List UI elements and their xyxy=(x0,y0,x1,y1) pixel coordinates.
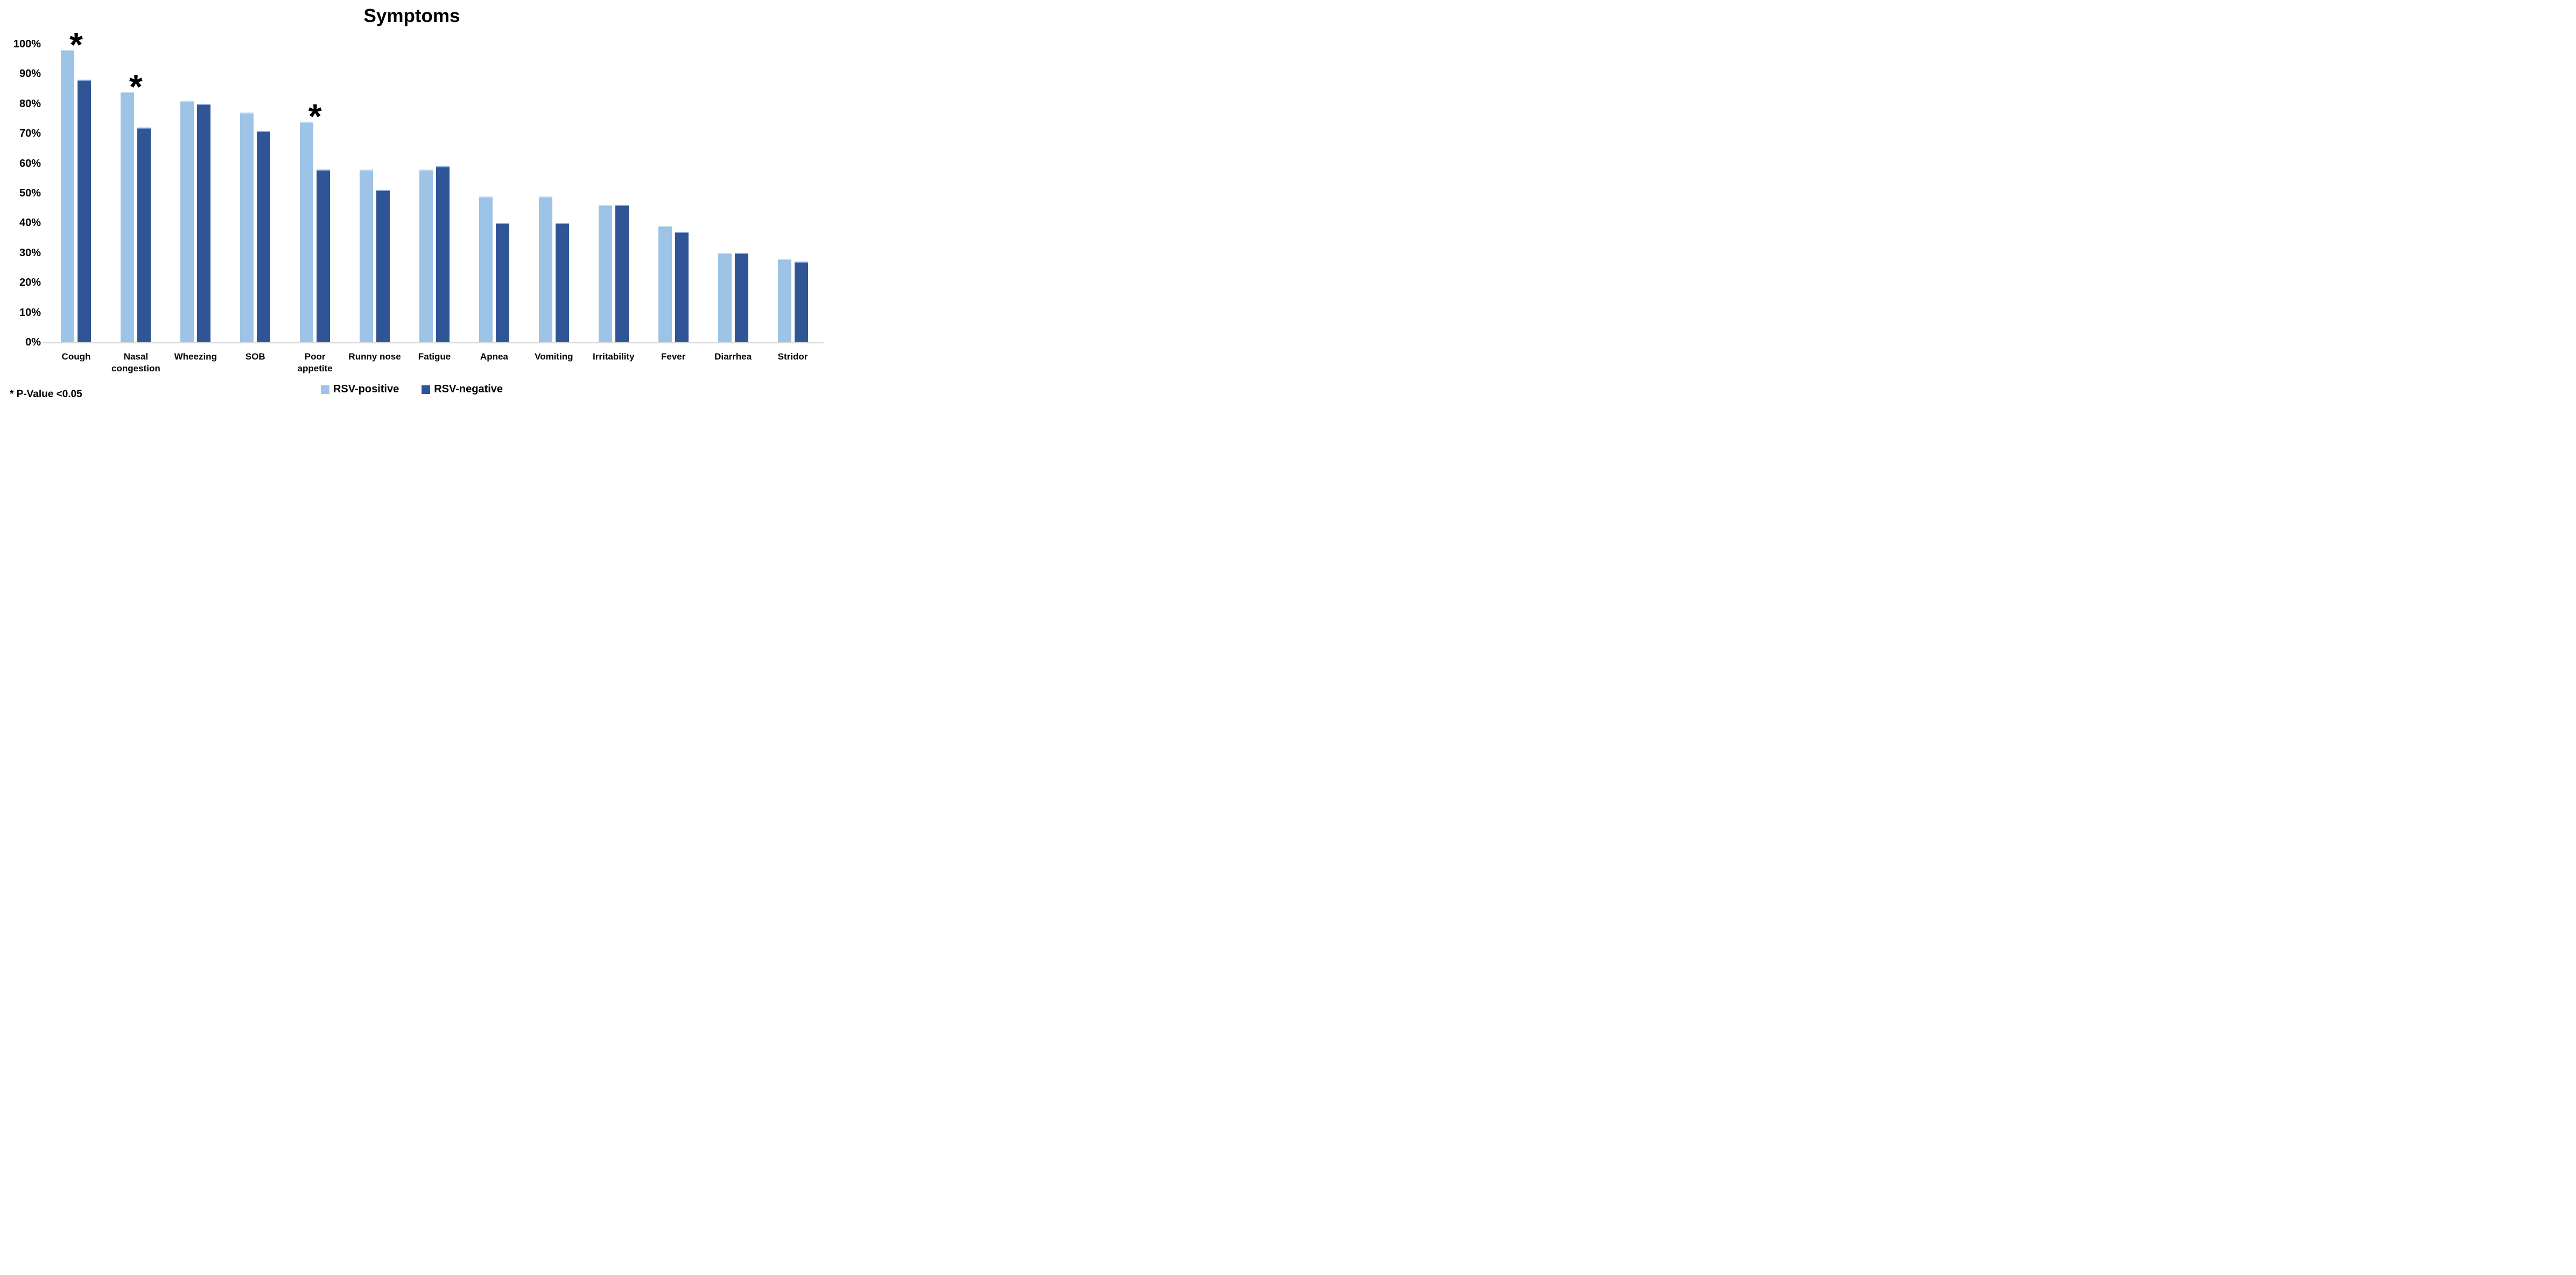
bar-rsv-negative xyxy=(257,130,271,342)
legend-item-rsv-positive: RSV-positive xyxy=(320,383,399,396)
bar-rsv-positive xyxy=(598,205,612,342)
bar-rsv-negative xyxy=(436,166,450,342)
category-label: Poor appetite xyxy=(297,351,333,374)
bar-rsv-negative xyxy=(734,252,748,342)
category-label: Fever xyxy=(661,351,686,362)
legend-swatch-rsv-negative-icon xyxy=(422,385,431,394)
category-label: Fatigue xyxy=(418,351,451,362)
chart-canvas: Symptoms 100% 90% 80% 70% 60% 50% 40% 30% 20% 10%… xyxy=(0,0,824,407)
bar-rsv-positive xyxy=(419,169,433,342)
y-axis: 100% 90% 80% 70% 60% 50% 40% 30% 20% 10% 0% xyxy=(0,0,41,407)
bar-group: * xyxy=(46,27,106,342)
bar-rsv-negative xyxy=(675,232,689,342)
bar-rsv-positive xyxy=(61,50,75,342)
bar-rsv-negative xyxy=(794,262,808,342)
bar-group xyxy=(643,44,703,342)
legend-label-rsv-negative: RSV-negative xyxy=(434,383,503,395)
significance-asterisk: * xyxy=(69,25,83,65)
plot-area: * * * xyxy=(46,27,823,342)
chart-title: Symptoms xyxy=(363,5,460,26)
legend-item-rsv-negative: RSV-negative xyxy=(422,383,503,396)
bar-group: * xyxy=(285,44,345,342)
y-tick-label: 40% xyxy=(19,217,41,229)
bar-group xyxy=(405,44,465,342)
y-tick-label: 0% xyxy=(25,336,41,348)
category-label: Wheezing xyxy=(174,351,217,362)
bar-rsv-negative xyxy=(555,223,569,342)
bar-group xyxy=(345,44,405,342)
bar-rsv-negative xyxy=(317,169,331,342)
significance-asterisk: * xyxy=(129,67,143,106)
bar-group xyxy=(763,44,823,342)
legend-label-rsv-positive: RSV-positive xyxy=(333,383,399,395)
bar-rsv-positive xyxy=(240,112,254,342)
y-tick-label: 80% xyxy=(19,97,41,110)
bar-group xyxy=(703,44,763,342)
y-tick-label: 90% xyxy=(19,68,41,80)
category-label: Nasal congestion xyxy=(111,351,160,374)
bar-rsv-negative xyxy=(197,103,211,342)
y-tick-label: 100% xyxy=(13,38,41,50)
x-axis-line xyxy=(43,342,824,343)
y-tick-label: 70% xyxy=(19,128,41,140)
category-label: Apnea xyxy=(480,351,508,362)
legend-swatch-rsv-positive-icon xyxy=(320,385,329,394)
category-label: Cough xyxy=(61,351,91,362)
y-tick-label: 50% xyxy=(19,187,41,199)
bar-rsv-positive xyxy=(479,196,493,342)
bar-rsv-negative xyxy=(376,190,390,342)
bar-rsv-positive xyxy=(360,169,374,342)
category-label: SOB xyxy=(245,351,265,362)
bar-group xyxy=(584,44,643,342)
bar-rsv-positive xyxy=(121,91,135,342)
category-label: Diarrhea xyxy=(714,351,752,362)
significance-asterisk: * xyxy=(308,97,322,136)
bar-rsv-positive xyxy=(180,101,194,342)
legend: RSV-positive RSV-negative xyxy=(0,383,824,396)
bar-group xyxy=(524,44,584,342)
bar-group xyxy=(464,44,524,342)
category-labels: Cough Nasal congestion Wheezing SOB Poor app… xyxy=(46,351,823,375)
bar-rsv-negative xyxy=(137,128,151,342)
bar-rsv-negative xyxy=(615,205,629,342)
bar-rsv-positive xyxy=(658,226,672,342)
y-tick-label: 20% xyxy=(19,277,41,289)
bar-group xyxy=(166,44,226,342)
bar-group: * xyxy=(106,44,166,342)
bar-rsv-positive xyxy=(777,258,791,342)
bar-rsv-positive xyxy=(538,196,552,342)
category-label: Stridor xyxy=(777,351,808,362)
bar-rsv-positive xyxy=(300,122,314,342)
bar-rsv-positive xyxy=(718,252,732,342)
bar-group xyxy=(226,44,285,342)
category-label: Vomiting xyxy=(535,351,573,362)
y-tick-label: 10% xyxy=(19,306,41,319)
y-tick-label: 30% xyxy=(19,246,41,259)
pvalue-footnote: * P-Value <0.05 xyxy=(10,389,82,400)
bar-rsv-negative xyxy=(78,80,92,342)
category-label: Irritability xyxy=(593,351,635,362)
category-label: Runny nose xyxy=(348,351,401,362)
y-tick-label: 60% xyxy=(19,157,41,170)
bar-rsv-negative xyxy=(495,223,509,342)
